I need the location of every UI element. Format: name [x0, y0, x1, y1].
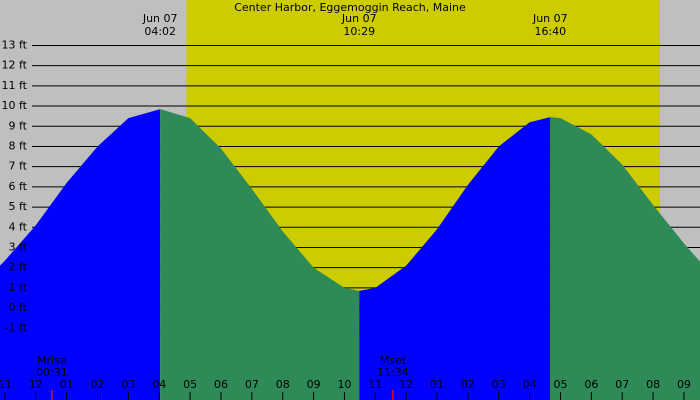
y-tick-label: 10 ft [2, 99, 28, 112]
y-tick-label: 1 ft [9, 281, 28, 294]
x-tick-label: 08 [646, 378, 660, 391]
rising-tide [359, 117, 551, 400]
x-tick-label: 11 [368, 378, 382, 391]
x-tick-label: 12 [29, 378, 43, 391]
y-tick-label: 0 ft [9, 301, 28, 314]
x-tick-label: 07 [245, 378, 259, 391]
y-tick-label: 13 ft [2, 38, 28, 51]
moon-event: Mset [380, 354, 407, 367]
x-tick-label: 05 [553, 378, 567, 391]
x-tick-label: 03 [121, 378, 135, 391]
y-tick-label: 12 ft [2, 59, 28, 72]
x-tick-label: 10 [337, 378, 351, 391]
x-tick-label: 07 [615, 378, 629, 391]
x-tick-label: 01 [60, 378, 74, 391]
y-tick-label: 2 ft [9, 261, 28, 274]
x-tick-label: 04 [152, 378, 166, 391]
extreme-time: 04:02 [144, 25, 176, 38]
extreme-time: 10:29 [343, 25, 375, 38]
falling-tide [550, 117, 700, 400]
x-tick-label: 05 [183, 378, 197, 391]
x-tick-label: 09 [307, 378, 321, 391]
moon-time: 00:31 [36, 366, 68, 379]
x-tick-label: 12 [399, 378, 413, 391]
y-tick-label: 6 ft [9, 180, 28, 193]
extreme-date: Jun 07 [532, 12, 568, 25]
x-tick-label: 01 [430, 378, 444, 391]
x-tick-label: 08 [276, 378, 290, 391]
y-tick-label: 11 ft [2, 79, 28, 92]
x-tick-label: 03 [492, 378, 506, 391]
y-tick-label: -1 ft [5, 321, 28, 334]
y-tick-label: 4 ft [9, 220, 28, 233]
y-tick-label: 7 ft [9, 160, 28, 173]
x-tick-label: 02 [91, 378, 105, 391]
y-tick-label: 8 ft [9, 139, 28, 152]
chart-title: Center Harbor, Eggemoggin Reach, Maine [234, 1, 466, 14]
extreme-date: Jun 07 [142, 12, 178, 25]
x-tick-label: 04 [523, 378, 537, 391]
y-tick-label: 9 ft [9, 119, 28, 132]
rising-tide [0, 109, 161, 400]
moon-event: Mrise [37, 354, 67, 367]
extreme-date: Jun 07 [341, 12, 377, 25]
falling-tide [160, 109, 360, 400]
x-tick-label: 06 [584, 378, 598, 391]
y-tick-label: 3 ft [9, 240, 28, 253]
x-tick-label: 09 [677, 378, 691, 391]
x-tick-label: 06 [214, 378, 228, 391]
x-tick-label: 02 [461, 378, 475, 391]
x-tick-label: 11 [0, 378, 12, 391]
y-tick-label: 5 ft [9, 200, 28, 213]
moon-time: 11:34 [377, 366, 409, 379]
extreme-time: 16:40 [534, 25, 566, 38]
